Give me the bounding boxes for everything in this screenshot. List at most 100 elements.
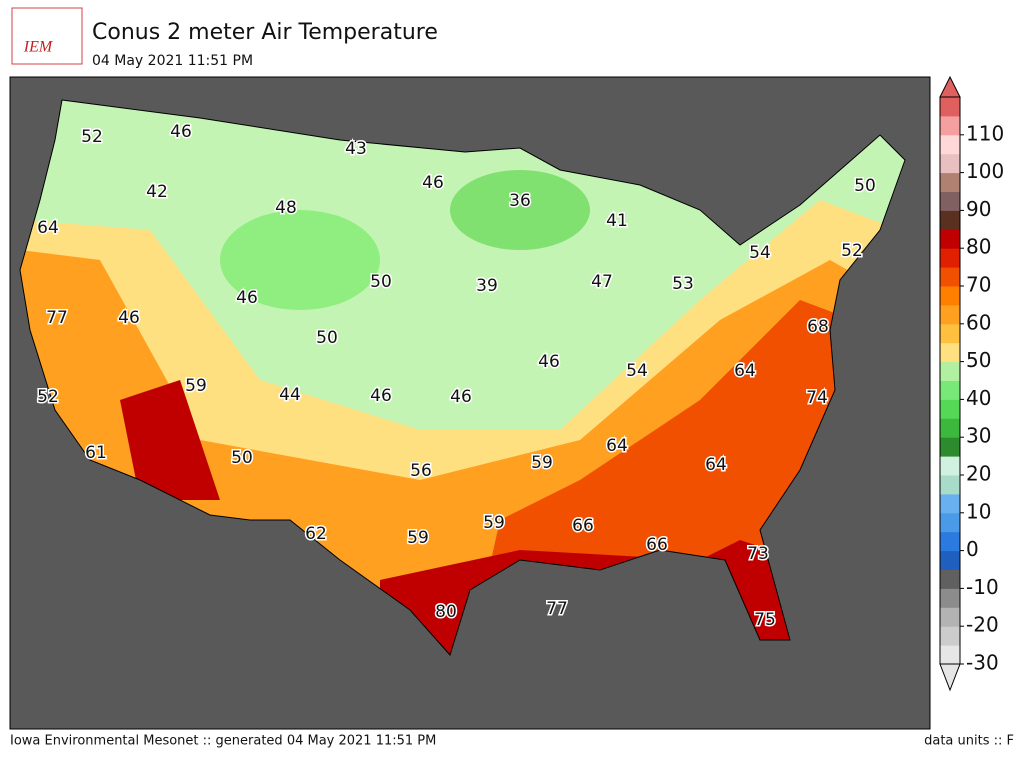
- colorbar-band: [940, 437, 960, 457]
- footer-right: data units :: F: [924, 734, 1014, 749]
- temp-label: 41: [606, 211, 628, 231]
- colorbar-band: [940, 248, 960, 268]
- temp-label: 59: [483, 513, 505, 533]
- colorbar-tick-label: -20: [966, 613, 999, 637]
- colorbar-band: [940, 191, 960, 211]
- temp-label: 64: [705, 455, 727, 475]
- colorbar-tick-label: 90: [966, 197, 991, 221]
- colorbar-band: [940, 210, 960, 230]
- temp-label: 48: [275, 198, 297, 218]
- temp-label: 43: [345, 139, 367, 159]
- colorbar-band: [940, 626, 960, 646]
- colorbar-band: [940, 645, 960, 665]
- colorbar-band: [940, 286, 960, 306]
- colorbar-tick-label: 10: [966, 499, 991, 523]
- temp-label: 46: [370, 386, 392, 406]
- logo: IEM: [11, 7, 83, 65]
- temp-label: 59: [531, 453, 553, 473]
- colorbar-band: [940, 323, 960, 344]
- temp-label: 42: [146, 182, 168, 202]
- temp-label: 54: [626, 361, 648, 381]
- temp-label: 62: [305, 524, 327, 544]
- temp-label: 74: [806, 388, 828, 408]
- temp-label: 36: [509, 191, 531, 211]
- temp-label: 47: [591, 272, 613, 292]
- colorbar-tick-label: 70: [966, 273, 991, 297]
- colorbar-band: [940, 380, 960, 400]
- colorbar-tick-label: 0: [966, 537, 979, 561]
- temp-label: 46: [450, 387, 472, 407]
- colorbar-arrow: [939, 75, 961, 98]
- colorbar-tick-label: 60: [966, 310, 991, 334]
- temp-label: 64: [606, 436, 628, 456]
- temp-label: 77: [46, 308, 68, 328]
- temp-label: 56: [410, 461, 432, 481]
- colorbar-band: [940, 550, 960, 570]
- colorbar-band: [940, 493, 960, 514]
- colorbar-band: [940, 361, 960, 381]
- temp-label: 50: [370, 272, 392, 292]
- temp-label: 73: [747, 544, 769, 564]
- colorbar-band: [940, 418, 960, 438]
- temp-label: 50: [316, 328, 338, 348]
- colorbar-band: [940, 475, 960, 495]
- colorbar-tick-label: 20: [966, 462, 991, 486]
- temp-label: 46: [538, 352, 560, 372]
- colorbar-band: [940, 304, 960, 325]
- colorbar-frame: [939, 96, 961, 665]
- temp-label: 50: [231, 448, 253, 468]
- temp-label: 52: [37, 387, 59, 407]
- colorbar-band: [940, 399, 960, 419]
- temp-label: 39: [476, 276, 498, 296]
- temp-label: 54: [749, 243, 771, 263]
- footer-left: Iowa Environmental Mesonet :: generated …: [10, 734, 436, 749]
- temp-label: 50: [854, 176, 876, 196]
- colorbar-band: [940, 456, 960, 476]
- colorbar-tick-label: 40: [966, 386, 991, 410]
- colorbar-tick-label: 50: [966, 348, 991, 372]
- colorbar-band: [940, 172, 960, 192]
- colorbar-band: [940, 569, 960, 589]
- colorbar-tick-label: 30: [966, 424, 991, 448]
- temp-label: 46: [236, 288, 258, 308]
- colorbar-band: [940, 267, 960, 287]
- temp-label: 46: [422, 173, 444, 193]
- map: 52 46 43 46 36 50 42 48 64 41 54 52 77 46 46 50 39 47 53 50…: [9, 76, 931, 730]
- temp-label: 59: [407, 528, 429, 548]
- temp-label: 77: [546, 599, 568, 619]
- colorbar-band: [940, 607, 960, 627]
- colorbar-band: [940, 134, 960, 155]
- colorbar-tick-label: -10: [966, 575, 999, 599]
- colorbar-tick-label: 100: [966, 159, 1004, 183]
- colorbar-band: [940, 153, 960, 174]
- colorbar-arrow: [939, 663, 961, 692]
- temp-label: 44: [279, 385, 301, 405]
- temp-label: 64: [734, 361, 756, 381]
- temp-label: 52: [81, 127, 103, 147]
- temp-label: 46: [118, 308, 140, 328]
- colorbar-band: [940, 512, 960, 533]
- temp-label: 61: [85, 443, 107, 463]
- temp-label: 53: [672, 274, 694, 294]
- temp-label: 66: [572, 516, 594, 536]
- temp-label: 66: [646, 535, 668, 555]
- colorbar-band: [940, 229, 960, 249]
- title: Conus 2 meter Air Temperature: [92, 20, 438, 45]
- colorbar: -30 -20 -10 0 10 20 30 40 50 60 70 80 90 100 110: [939, 75, 1004, 692]
- subtitle: 04 May 2021 11:51 PM: [92, 53, 253, 69]
- colorbar-tick-label: -30: [966, 651, 999, 675]
- colorbar-band: [940, 115, 960, 136]
- temp-label: 75: [754, 610, 776, 630]
- temp-label: 46: [170, 122, 192, 142]
- colorbar-tick-label: 110: [966, 121, 1004, 145]
- colorbar-band: [940, 97, 960, 117]
- colorbar-band: [940, 531, 960, 552]
- colorbar-tick-label: 80: [966, 235, 991, 259]
- colorbar-band: [940, 588, 960, 608]
- temp-label: 64: [37, 218, 59, 238]
- temp-label: 52: [841, 241, 863, 261]
- temp-label: 68: [807, 317, 829, 337]
- logo-text: IEM: [23, 39, 54, 56]
- temp-label: 80: [435, 602, 457, 622]
